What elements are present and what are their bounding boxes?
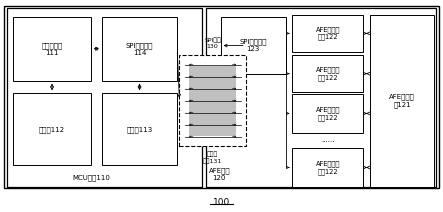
Bar bbox=[221, 17, 286, 74]
Text: AFE功能组
件121: AFE功能组 件121 bbox=[389, 93, 415, 108]
Text: 100: 100 bbox=[213, 198, 230, 207]
Bar bbox=[102, 17, 177, 81]
Text: AFE数据寄
存器122: AFE数据寄 存器122 bbox=[315, 67, 340, 81]
Text: 控制器113: 控制器113 bbox=[126, 126, 153, 133]
Text: SPI主端接口
114: SPI主端接口 114 bbox=[126, 42, 153, 56]
Bar bbox=[102, 93, 177, 165]
Bar bbox=[7, 8, 202, 187]
Text: SPI从端接口
123: SPI从端接口 123 bbox=[239, 39, 267, 52]
Text: AFE数据寄
存器122: AFE数据寄 存器122 bbox=[315, 26, 340, 40]
Text: AFE模块
120: AFE模块 120 bbox=[209, 167, 230, 181]
Bar bbox=[370, 15, 434, 187]
Text: 中央处理器
111: 中央处理器 111 bbox=[42, 42, 62, 56]
Bar bbox=[292, 148, 363, 187]
Bar bbox=[292, 55, 363, 92]
Bar bbox=[13, 93, 91, 165]
Text: 电平转
换器131: 电平转 换器131 bbox=[203, 152, 222, 164]
Text: ......: ...... bbox=[321, 137, 334, 144]
Bar bbox=[292, 15, 363, 52]
Bar bbox=[206, 8, 436, 187]
Text: AFE数据寄
存器122: AFE数据寄 存器122 bbox=[315, 106, 340, 121]
Bar bbox=[4, 6, 439, 188]
Text: 存储器112: 存储器112 bbox=[39, 126, 65, 133]
Bar bbox=[13, 17, 91, 81]
Bar bbox=[179, 55, 246, 146]
Bar bbox=[189, 66, 236, 136]
Text: MCU模块110: MCU模块110 bbox=[72, 175, 110, 181]
Text: SPI总线
130: SPI总线 130 bbox=[204, 38, 221, 49]
Text: AFE数据寄
存器122: AFE数据寄 存器122 bbox=[315, 160, 340, 175]
Bar bbox=[292, 94, 363, 132]
